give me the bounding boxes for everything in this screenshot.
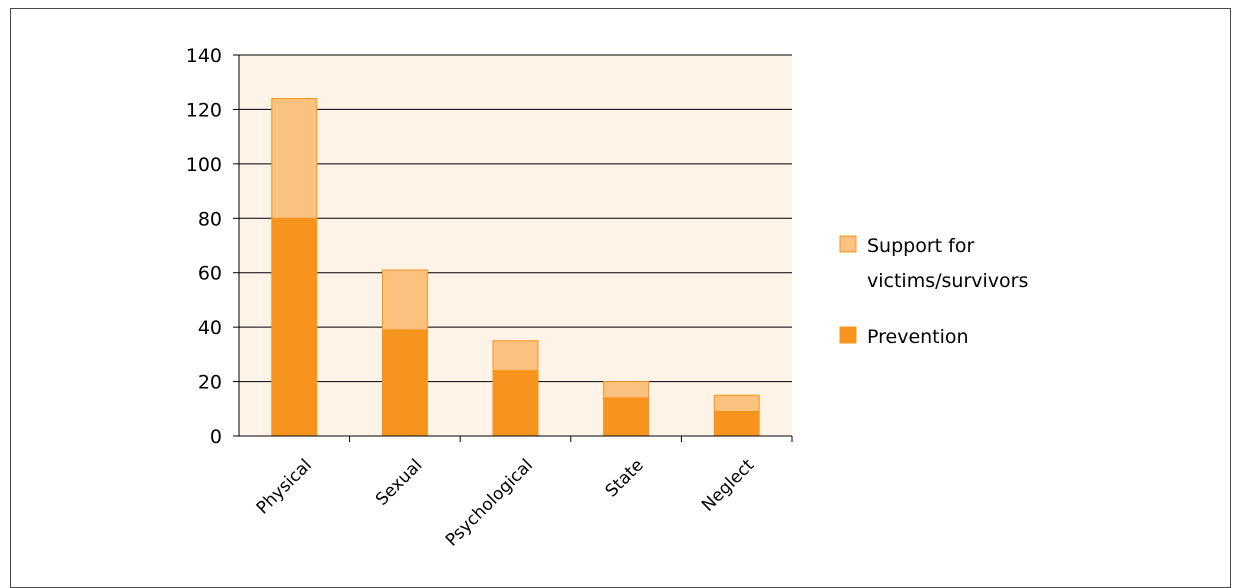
y-tick-label: 80	[198, 208, 222, 230]
y-tick-label: 0	[210, 426, 222, 448]
bars	[271, 98, 760, 437]
axes	[238, 55, 793, 442]
bar-segment-sexual-support	[381, 269, 428, 331]
legend-label: Prevention	[867, 326, 969, 348]
y-tick-label: 140	[186, 45, 222, 67]
legend-label: Support for	[867, 235, 974, 257]
gridlines	[239, 54, 792, 383]
y-axis-ticks: 0 20 40 60 80 100 120 140	[186, 45, 239, 448]
y-tick-label: 20	[198, 372, 222, 394]
legend-swatch	[839, 235, 857, 253]
legend-swatch	[839, 326, 857, 344]
x-category-label: Neglect	[698, 455, 758, 515]
bar-segment-psychological-support	[492, 340, 539, 372]
bar-segment-neglect-support	[713, 394, 760, 413]
bar-segment-physical-support	[271, 98, 318, 219]
x-category-label: Physical	[253, 455, 316, 518]
legend-label: victims/survivors	[867, 270, 1028, 292]
bar-segment-sexual-prevention	[381, 329, 428, 437]
bar-segment-physical-prevention	[271, 217, 318, 437]
x-category-label: Sexual	[372, 455, 426, 509]
bar-segment-state-support	[603, 381, 650, 399]
bar-segment-neglect-prevention	[713, 411, 760, 437]
x-axis-labels: Physical Sexual Psychological State Neglect	[253, 455, 759, 550]
y-tick-label: 60	[198, 263, 222, 285]
x-category-label: State	[602, 455, 648, 501]
y-tick-label: 120	[186, 99, 222, 121]
y-tick-label: 40	[198, 317, 222, 339]
bar-segment-state-prevention	[603, 397, 650, 437]
legend: Support for victims/survivors Prevention	[839, 235, 1028, 348]
bar-segment-psychological-prevention	[492, 370, 539, 437]
x-category-label: Psychological	[442, 455, 537, 550]
bar-chart: 0 20 40 60 80 100 120 140 Physical Sexual Psychol…	[186, 45, 1029, 551]
y-tick-label: 100	[186, 154, 222, 176]
